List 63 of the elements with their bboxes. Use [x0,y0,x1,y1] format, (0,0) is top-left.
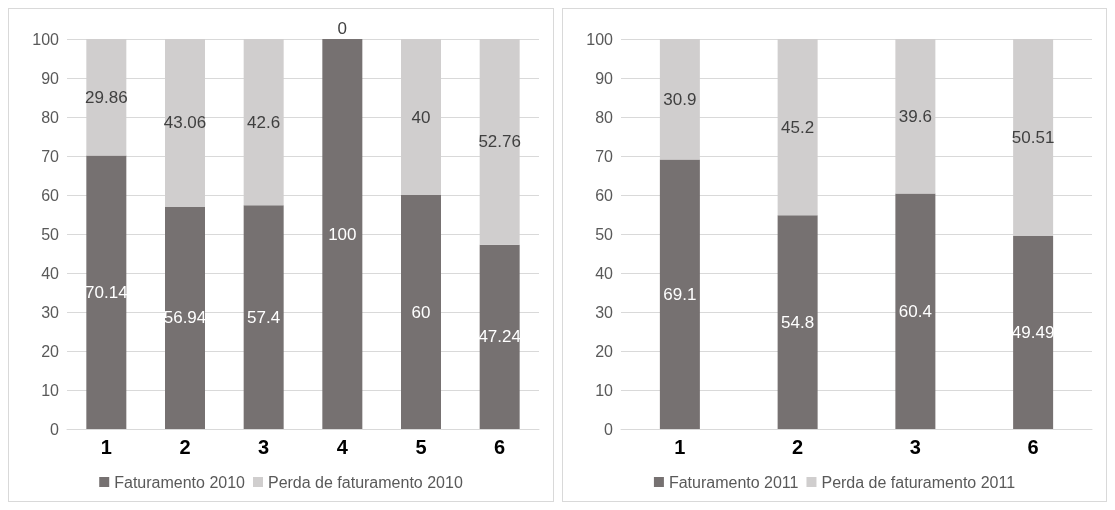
y-tick-label: 0 [604,420,614,438]
data-label: 50.51 [1011,127,1055,147]
data-label: 60 [411,302,431,322]
bar [479,244,520,429]
data-label: 69.1 [663,284,697,304]
y-tick-label: 10 [595,381,614,399]
legend-label: Perda de faturamento 2011 [821,473,1016,491]
x-tick-label: 2 [792,436,804,458]
y-tick-label: 90 [41,69,60,87]
x-tick-label: 2 [179,436,191,458]
y-tick-label: 100 [32,30,60,48]
data-label: 42.6 [247,112,281,132]
x-tick-label: 3 [258,436,270,458]
y-tick-label: 20 [595,342,614,360]
data-label: 0 [337,19,348,38]
data-label: 52.76 [478,132,521,152]
x-tick-label: 1 [100,436,112,458]
y-tick-label: 40 [41,264,60,282]
bar [243,205,284,429]
y-tick-label: 90 [595,69,614,87]
y-tick-label: 10 [41,381,60,399]
y-tick-label: 100 [586,30,614,48]
y-tick-label: 60 [41,186,60,204]
data-label: 56.94 [163,308,207,328]
x-tick-label: 6 [494,436,506,458]
y-tick-label: 30 [595,303,614,321]
y-tick-label: 50 [595,225,614,243]
bar [86,155,127,429]
data-label: 39.6 [898,106,932,126]
data-label: 40 [411,107,431,127]
x-tick-label: 3 [909,436,921,458]
data-label: 100 [328,224,357,244]
bar [1013,235,1054,429]
x-tick-label: 5 [415,436,427,458]
y-tick-label: 60 [595,186,614,204]
bar [895,193,936,429]
legend-label: Perda de faturamento 2010 [267,473,463,491]
bar [322,39,363,429]
bar [777,215,818,429]
y-tick-label: 70 [595,147,614,165]
y-tick-label: 20 [41,342,60,360]
data-label: 45.2 [781,117,815,137]
y-tick-label: 30 [41,303,60,321]
y-tick-label: 0 [50,420,60,438]
y-tick-label: 80 [595,108,614,126]
y-tick-label: 50 [41,225,60,243]
data-label: 29.86 [85,87,128,107]
x-tick-label: 6 [1027,436,1039,458]
x-tick-label: 4 [336,436,349,458]
data-label: 60.4 [898,301,932,321]
y-tick-label: 70 [41,147,60,165]
bar [659,159,700,429]
data-label: 57.4 [247,307,281,327]
data-label: 43.06 [163,113,207,133]
bar [401,195,441,429]
y-tick-label: 80 [41,108,60,126]
data-label: 54.8 [781,312,815,332]
legend-label: Faturamento 2010 [114,473,246,491]
bar [165,206,205,429]
y-tick-label: 40 [595,264,614,282]
legend-label: Faturamento 2011 [668,473,799,491]
data-label: 30.9 [663,89,697,109]
x-tick-label: 1 [674,436,686,458]
